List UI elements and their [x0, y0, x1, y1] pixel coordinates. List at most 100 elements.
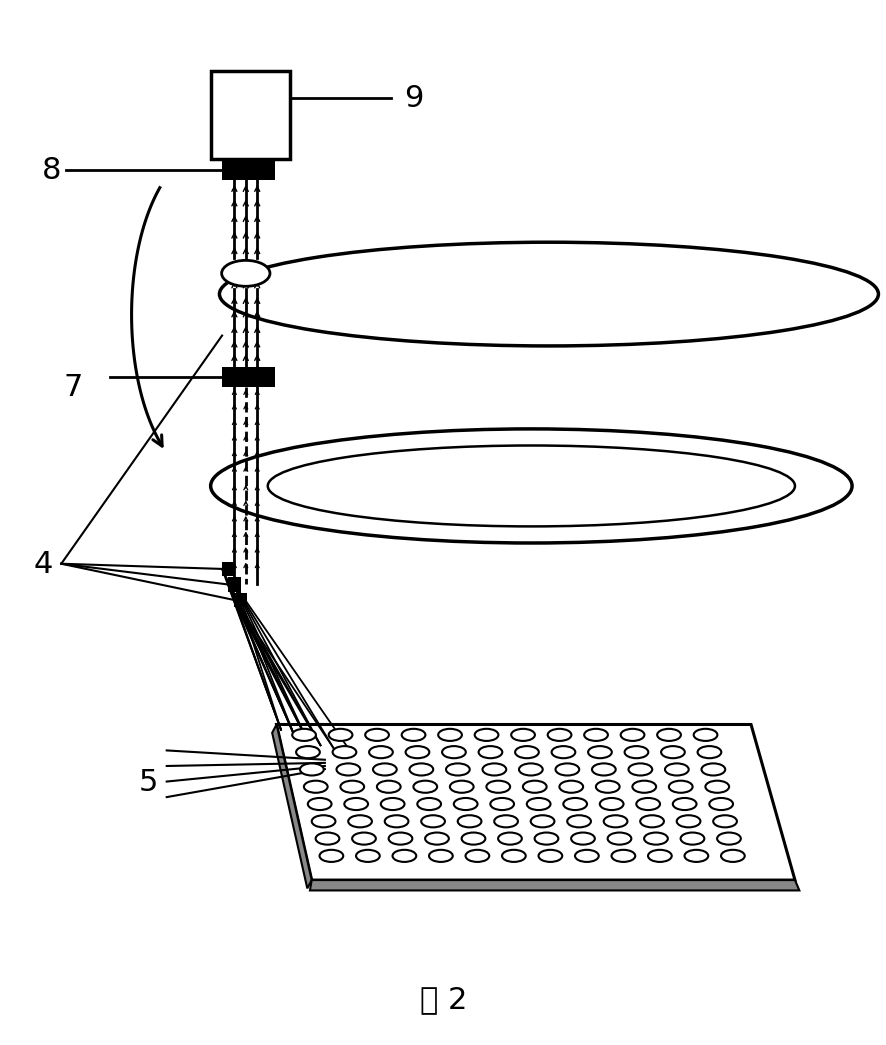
- Text: 5: 5: [138, 767, 158, 796]
- Ellipse shape: [640, 815, 664, 828]
- Ellipse shape: [584, 729, 607, 741]
- Ellipse shape: [416, 798, 440, 810]
- Ellipse shape: [291, 729, 315, 741]
- Ellipse shape: [380, 798, 404, 810]
- Ellipse shape: [599, 798, 623, 810]
- FancyBboxPatch shape: [210, 71, 290, 160]
- Ellipse shape: [632, 781, 656, 793]
- Ellipse shape: [438, 729, 462, 741]
- FancyBboxPatch shape: [222, 367, 275, 388]
- Ellipse shape: [377, 781, 400, 793]
- Ellipse shape: [413, 781, 437, 793]
- Ellipse shape: [421, 815, 445, 828]
- Ellipse shape: [454, 798, 477, 810]
- Ellipse shape: [498, 833, 521, 844]
- Ellipse shape: [624, 746, 648, 759]
- Ellipse shape: [555, 764, 579, 775]
- Ellipse shape: [704, 781, 728, 793]
- Ellipse shape: [311, 815, 335, 828]
- Ellipse shape: [296, 746, 320, 759]
- Ellipse shape: [315, 833, 339, 844]
- Ellipse shape: [365, 729, 388, 741]
- Ellipse shape: [551, 746, 575, 759]
- Ellipse shape: [534, 833, 557, 844]
- Ellipse shape: [591, 764, 615, 775]
- Ellipse shape: [610, 850, 634, 862]
- Ellipse shape: [643, 833, 667, 844]
- Ellipse shape: [385, 815, 408, 828]
- Ellipse shape: [547, 729, 571, 741]
- FancyBboxPatch shape: [222, 160, 275, 181]
- Ellipse shape: [566, 815, 590, 828]
- Ellipse shape: [693, 729, 717, 741]
- Ellipse shape: [559, 781, 582, 793]
- Ellipse shape: [595, 781, 619, 793]
- Ellipse shape: [486, 781, 509, 793]
- Ellipse shape: [424, 833, 448, 844]
- Ellipse shape: [373, 764, 396, 775]
- FancyBboxPatch shape: [234, 593, 246, 607]
- Ellipse shape: [648, 850, 671, 862]
- Ellipse shape: [457, 815, 481, 828]
- Ellipse shape: [587, 746, 611, 759]
- Ellipse shape: [461, 833, 485, 844]
- Ellipse shape: [319, 850, 343, 862]
- Ellipse shape: [530, 815, 554, 828]
- Ellipse shape: [490, 798, 514, 810]
- Ellipse shape: [523, 781, 546, 793]
- Ellipse shape: [405, 746, 429, 759]
- Ellipse shape: [401, 729, 425, 741]
- Ellipse shape: [478, 746, 501, 759]
- Ellipse shape: [409, 764, 432, 775]
- Polygon shape: [272, 724, 311, 888]
- Ellipse shape: [628, 764, 651, 775]
- Ellipse shape: [664, 764, 688, 775]
- Ellipse shape: [307, 798, 331, 810]
- Ellipse shape: [526, 798, 550, 810]
- Ellipse shape: [474, 729, 498, 741]
- Ellipse shape: [429, 850, 452, 862]
- Ellipse shape: [369, 746, 392, 759]
- Ellipse shape: [340, 781, 364, 793]
- Ellipse shape: [446, 764, 470, 775]
- Ellipse shape: [344, 798, 368, 810]
- Ellipse shape: [684, 850, 707, 862]
- Ellipse shape: [680, 833, 703, 844]
- FancyBboxPatch shape: [228, 578, 240, 591]
- Text: 7: 7: [64, 373, 83, 402]
- Ellipse shape: [494, 815, 517, 828]
- Ellipse shape: [352, 833, 376, 844]
- Ellipse shape: [465, 850, 489, 862]
- FancyBboxPatch shape: [222, 562, 234, 577]
- Text: 9: 9: [403, 84, 423, 113]
- Ellipse shape: [538, 850, 562, 862]
- Ellipse shape: [348, 815, 371, 828]
- Ellipse shape: [676, 815, 700, 828]
- Ellipse shape: [336, 764, 360, 775]
- Ellipse shape: [607, 833, 631, 844]
- Ellipse shape: [720, 850, 744, 862]
- Ellipse shape: [709, 798, 732, 810]
- Ellipse shape: [518, 764, 542, 775]
- Ellipse shape: [660, 746, 684, 759]
- Ellipse shape: [392, 850, 416, 862]
- Ellipse shape: [672, 798, 696, 810]
- Polygon shape: [276, 724, 794, 880]
- Ellipse shape: [299, 764, 323, 775]
- Ellipse shape: [441, 746, 465, 759]
- Ellipse shape: [696, 746, 720, 759]
- Ellipse shape: [332, 746, 356, 759]
- Ellipse shape: [657, 729, 680, 741]
- Ellipse shape: [222, 261, 269, 286]
- Ellipse shape: [449, 781, 473, 793]
- Ellipse shape: [668, 781, 692, 793]
- Text: 图 2: 图 2: [419, 984, 467, 1014]
- Text: 4: 4: [33, 550, 52, 579]
- Ellipse shape: [304, 781, 327, 793]
- Ellipse shape: [355, 850, 379, 862]
- Ellipse shape: [482, 764, 506, 775]
- Ellipse shape: [515, 746, 538, 759]
- Ellipse shape: [329, 729, 352, 741]
- Ellipse shape: [574, 850, 598, 862]
- Ellipse shape: [510, 729, 534, 741]
